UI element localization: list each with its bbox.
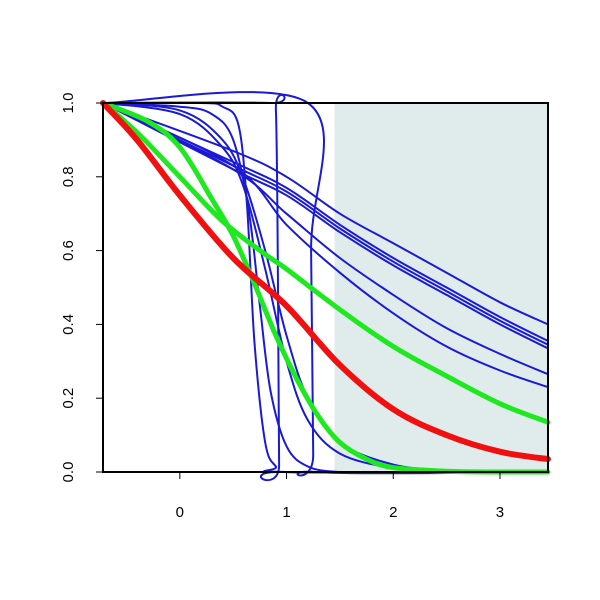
red-series-line-15 [100, 100, 551, 463]
blue-series-line-5 [102, 102, 549, 376]
y-tick-label: 0.0 [60, 462, 77, 483]
blue-series-line-6 [102, 102, 549, 389]
x-tick-label: 0 [176, 504, 184, 521]
x-tick-label: 2 [389, 504, 397, 521]
x-tick-label: 3 [496, 504, 504, 521]
blue-series-line-12 [102, 91, 549, 477]
blue-series-line-2 [102, 102, 549, 342]
y-tick-label: 0.2 [60, 388, 77, 409]
y-tick-label: 1.0 [60, 93, 77, 114]
blue-series-line-3 [102, 102, 549, 346]
plot-frame [102, 102, 549, 473]
y-tick-label: 0.6 [60, 240, 77, 261]
y-tick-label: 0.8 [60, 166, 77, 187]
green-series-line-14 [100, 100, 551, 475]
x-tick-label: 1 [282, 504, 290, 521]
y-tick-label: 0.4 [60, 314, 77, 335]
green-series-line-13 [100, 100, 551, 425]
axes: 0 1 2 3 0.0 0.2 0.4 0.6 0.8 1.0 [60, 93, 549, 521]
